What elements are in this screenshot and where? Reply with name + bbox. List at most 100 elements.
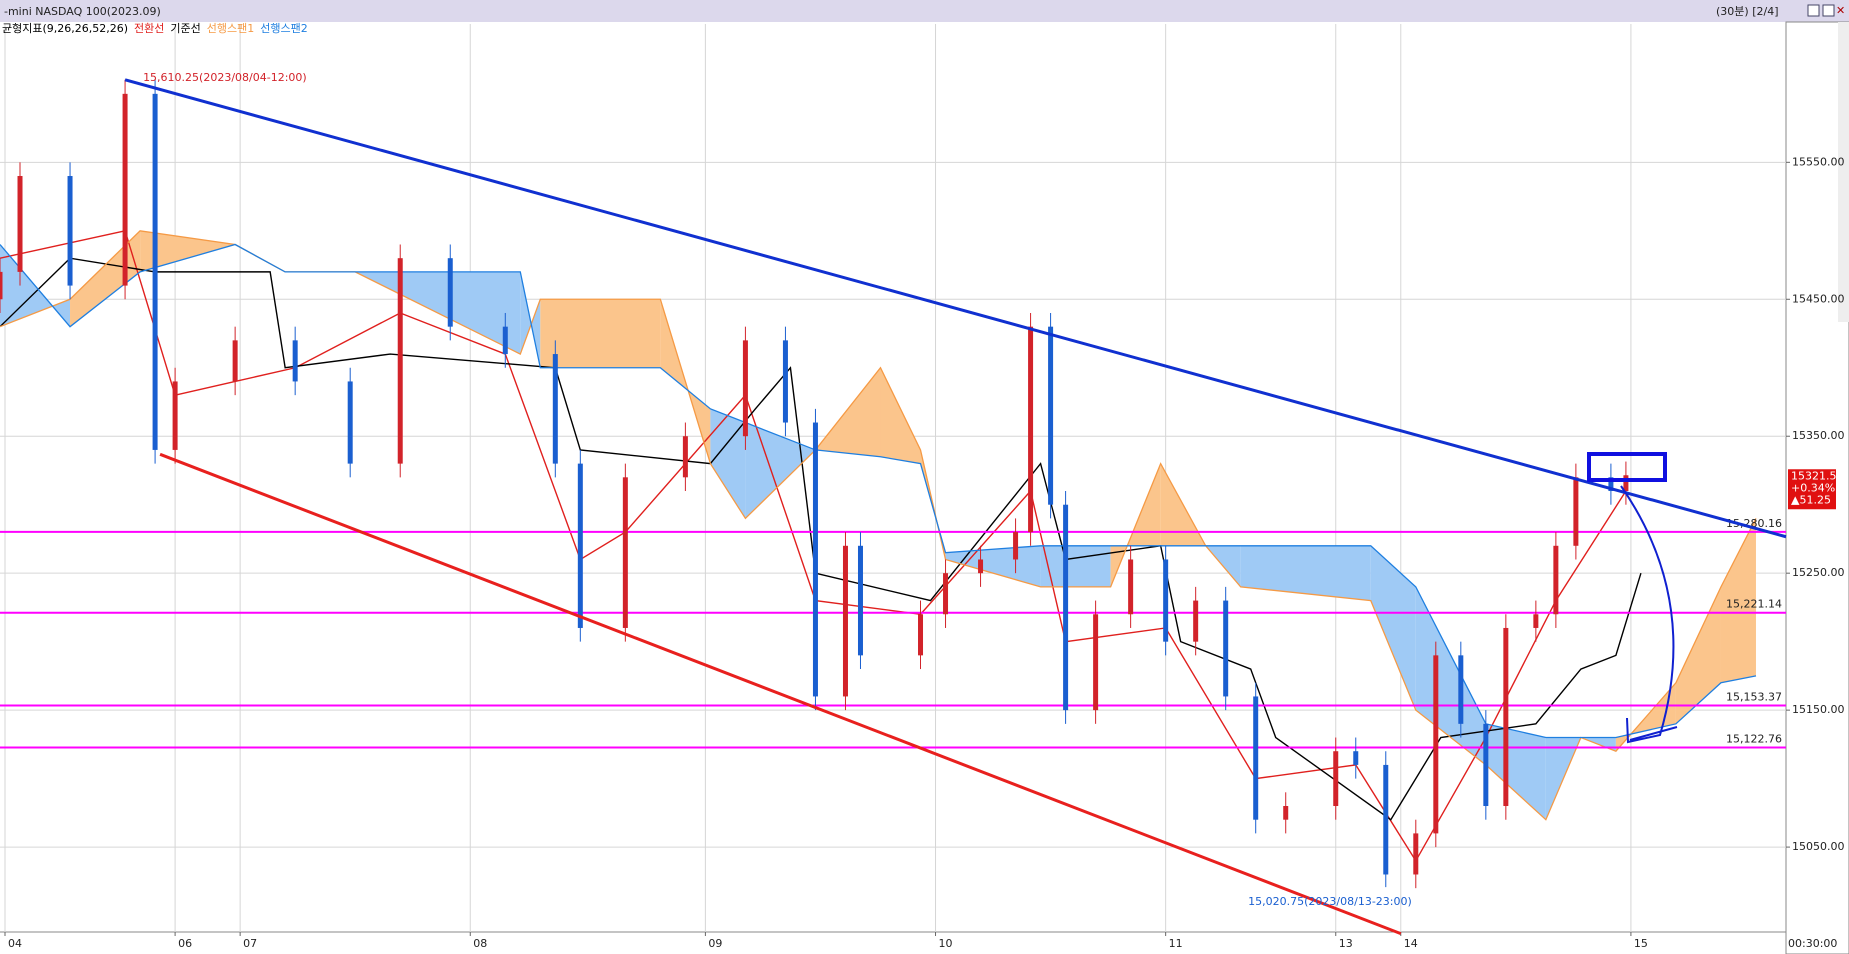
cloud-segment xyxy=(1720,518,1756,683)
drawn-curve xyxy=(1620,485,1678,744)
header-bar xyxy=(0,0,1849,22)
window-button[interactable] xyxy=(1822,4,1835,17)
x-tick-label: 06 xyxy=(178,937,192,950)
y-tick-label: 15550.00 xyxy=(1792,155,1845,168)
candle-body xyxy=(17,176,23,272)
indicator-line xyxy=(0,257,1642,821)
candle-body xyxy=(1573,477,1579,546)
x-tick-label: 10 xyxy=(939,937,953,950)
y-tick-label: 15450.00 xyxy=(1792,292,1845,305)
candle-body xyxy=(1353,751,1359,765)
indicator-line xyxy=(0,229,1627,863)
candle-body xyxy=(0,271,3,300)
x-tick-label: 04 xyxy=(8,937,22,950)
candle-body xyxy=(1383,764,1389,875)
legend-entry: 전환선 xyxy=(134,22,164,35)
candle-body xyxy=(397,258,403,464)
candle-body xyxy=(67,176,73,286)
candle-body xyxy=(1553,545,1559,615)
highlight-box xyxy=(1587,452,1667,482)
candle-body xyxy=(577,463,583,628)
candle-body xyxy=(1433,655,1439,834)
candle-body xyxy=(232,340,238,382)
y-tick-label: 15250.00 xyxy=(1792,566,1845,579)
level-label: 15,122.76 xyxy=(1726,732,1782,745)
indicator-line xyxy=(0,243,1757,739)
candle-body xyxy=(1028,326,1034,533)
candle-body xyxy=(842,545,848,697)
candle-body xyxy=(1503,627,1509,807)
candle-body xyxy=(447,258,453,327)
candle-body xyxy=(1193,600,1199,642)
x-tick-label: 09 xyxy=(708,937,722,950)
candle-body xyxy=(122,93,128,286)
level-label: 15,280.16 xyxy=(1726,517,1782,530)
legend-entry: 선행스팬1 xyxy=(207,22,254,35)
candle-body xyxy=(918,614,924,656)
window-button[interactable] xyxy=(1807,4,1820,17)
candle-body xyxy=(1163,559,1169,642)
cloud-segment xyxy=(1415,586,1486,765)
cloud-segment xyxy=(880,367,921,464)
candle-body xyxy=(292,340,298,382)
level-label: 15,153.37 xyxy=(1726,691,1782,704)
candle-body xyxy=(1253,696,1259,820)
cloud-segment xyxy=(540,299,661,368)
candle-body xyxy=(1063,504,1069,711)
cloud-segment xyxy=(815,367,881,457)
x-tick-label: 11 xyxy=(1169,937,1183,950)
trendline xyxy=(124,78,1787,539)
candle-body xyxy=(1533,614,1539,628)
cloud-segment xyxy=(710,408,746,519)
scrollbar[interactable] xyxy=(1838,22,1849,322)
candle-body xyxy=(1283,806,1289,820)
legend-entry: 선행스팬2 xyxy=(260,22,307,35)
close-button[interactable]: ✕ xyxy=(1836,4,1845,17)
candle-body xyxy=(857,545,863,656)
time-label: 00:30:00 xyxy=(1788,937,1837,950)
candle-body xyxy=(172,381,178,450)
indicator-label: 균형지표(9,26,26,52,26) xyxy=(2,22,128,35)
candle-body xyxy=(1413,833,1419,875)
candle-body xyxy=(622,477,628,628)
candle-body xyxy=(1128,559,1134,615)
cloud-segment xyxy=(1240,545,1371,601)
y-tick-label: 15350.00 xyxy=(1792,429,1845,442)
current-delta: ▲51.25 xyxy=(1791,493,1831,506)
annotation: 15,020.75(2023/08/13-23:00) xyxy=(1248,895,1412,908)
current-price-box xyxy=(1788,469,1836,510)
x-tick-label: 14 xyxy=(1404,937,1418,950)
legend-entry: 기준선 xyxy=(170,22,200,35)
candle-body xyxy=(1333,751,1339,807)
legend: 균형지표(9,26,26,52,26) 전환선 기준선 선행스팬1 선행스팬2 xyxy=(2,22,308,35)
candle-body xyxy=(682,436,688,478)
candle-body xyxy=(1223,600,1229,697)
y-tick-label: 15150.00 xyxy=(1792,703,1845,716)
candle-body xyxy=(742,340,748,437)
cloud-segment xyxy=(1370,545,1416,711)
candle-body xyxy=(502,326,508,355)
y-tick-label: 15050.00 xyxy=(1792,840,1845,853)
level-label: 15,221.14 xyxy=(1726,598,1782,611)
current-price: 15321.50 xyxy=(1791,469,1844,482)
x-tick-label: 15 xyxy=(1634,937,1648,950)
period-label: (30분) [2/4] xyxy=(1716,5,1778,18)
candle-body xyxy=(1458,655,1464,724)
candle-body xyxy=(552,354,558,464)
candle-body xyxy=(347,381,353,464)
candle-body xyxy=(943,573,949,615)
candle-body xyxy=(1608,477,1614,492)
x-tick-label: 13 xyxy=(1339,937,1353,950)
annotation: 15,610.25(2023/08/04-12:00) xyxy=(143,71,307,84)
chart-title: -mini NASDAQ 100(2023.09) xyxy=(4,5,161,18)
cloud-segment xyxy=(1675,586,1721,724)
candle-body xyxy=(812,422,818,697)
x-tick-label: 08 xyxy=(473,937,487,950)
candle-body xyxy=(782,340,788,423)
candle-body xyxy=(1048,326,1054,505)
x-tick-label: 07 xyxy=(243,937,257,950)
trendline xyxy=(159,452,1402,936)
candle-body xyxy=(1483,723,1489,807)
current-change: +0.34% xyxy=(1791,481,1835,494)
